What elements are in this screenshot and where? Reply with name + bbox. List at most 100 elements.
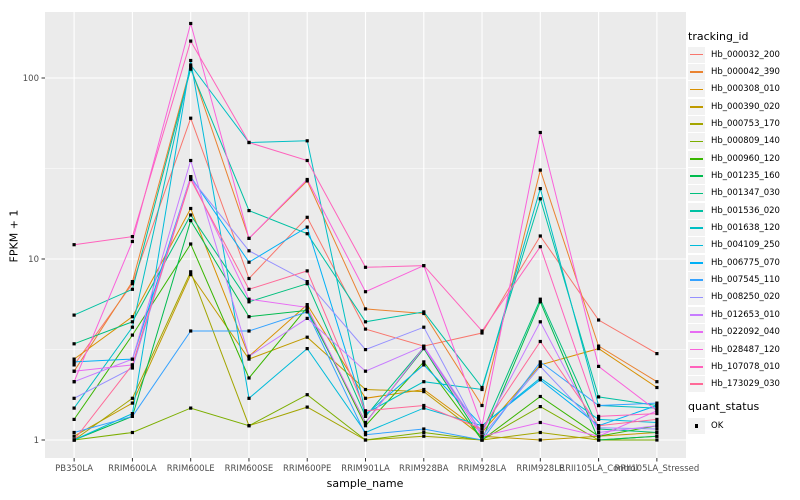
legend-key-line-icon (688, 116, 705, 133)
data-point (538, 405, 542, 409)
data-point (189, 116, 193, 120)
data-point (130, 315, 134, 319)
data-point (363, 369, 368, 373)
legend-item-label: Hb_007545_110 (711, 275, 780, 286)
legend-item-label: Hb_008250_020 (711, 292, 780, 303)
legend-item: Hb_000032_200 (688, 46, 780, 63)
data-point (480, 403, 484, 408)
data-point (247, 297, 251, 301)
data-point (538, 438, 542, 442)
data-point (655, 420, 659, 425)
legend-key-line-icon (688, 254, 705, 271)
data-point (422, 310, 426, 314)
legend-item: Hb_004109_250 (688, 237, 780, 254)
data-point (655, 403, 659, 408)
x-tick-label: RRIM928LE (516, 464, 564, 474)
y-tick-label: 100 (23, 74, 39, 84)
x-tick-label: RRIM600PE (283, 464, 331, 474)
data-point (597, 395, 601, 399)
data-point (247, 260, 251, 264)
legend-item: Hb_000753_170 (688, 115, 780, 133)
data-point (72, 438, 76, 442)
data-point (130, 325, 134, 329)
data-point (130, 287, 134, 291)
data-point (655, 352, 659, 356)
data-point (363, 290, 368, 294)
data-point (597, 426, 601, 430)
data-point (305, 232, 309, 236)
data-point (538, 364, 542, 368)
data-point (480, 424, 484, 428)
data-point (305, 305, 309, 309)
data-point (422, 380, 426, 384)
data-point (422, 264, 426, 268)
data-point (130, 239, 134, 244)
data-point (422, 360, 426, 364)
data-point (189, 206, 193, 211)
tracking-id-legend: Hb_000032_200 Hb_000042_390 Hb_000308_010 H… (688, 46, 780, 393)
data-point (363, 433, 368, 437)
legend-item-label: Hb_173029_030 (711, 379, 780, 390)
data-point (305, 303, 309, 307)
data-point (363, 348, 368, 352)
legend-key-line-icon (688, 98, 705, 115)
data-point (597, 438, 601, 442)
data-point (189, 65, 193, 69)
data-point (422, 434, 426, 438)
data-point (363, 424, 368, 428)
data-point (130, 320, 134, 324)
data-point (189, 58, 193, 63)
data-point (305, 310, 309, 314)
data-point (130, 282, 134, 286)
x-axis-title: sample_name (326, 477, 404, 490)
legend-item: Hb_008250_020 (688, 289, 780, 306)
data-point (305, 225, 309, 229)
data-point (305, 177, 309, 182)
quant-status-legend-item: OK (688, 418, 723, 434)
data-point (189, 158, 193, 163)
legend-item-label: Hb_000753_170 (711, 119, 780, 130)
data-point (538, 297, 542, 301)
data-point (130, 235, 134, 239)
data-point (130, 333, 134, 337)
legend-key-line-icon (688, 358, 705, 375)
data-point (422, 345, 426, 349)
data-point (189, 63, 193, 67)
data-point (655, 412, 659, 416)
data-point (130, 430, 134, 435)
data-point (655, 427, 659, 431)
data-point (130, 396, 134, 400)
data-point (538, 320, 542, 324)
x-tick-labels: PB350LA RRIM600LA RRIM600LE RRIM600SE RRIM60… (55, 464, 699, 474)
data-point (305, 282, 309, 286)
legend-item-label: Hb_004109_250 (711, 240, 780, 251)
data-point (422, 390, 426, 394)
x-tick-label: RRIM600LE (167, 464, 215, 474)
data-point (72, 417, 76, 421)
data-point (305, 316, 309, 320)
data-point (363, 413, 368, 417)
legend-item: Hb_173029_030 (688, 376, 780, 393)
legend-item-label: Hb_000032_200 (711, 49, 780, 60)
data-point (597, 414, 601, 418)
data-point (363, 414, 368, 418)
data-point (363, 438, 368, 442)
legend-title-tracking-id: tracking_id (688, 30, 749, 43)
legend-key-line-icon (688, 202, 705, 219)
data-point (72, 396, 76, 400)
data-point (72, 313, 76, 317)
x-tick-label: RRIM600SE (225, 464, 274, 474)
data-point (189, 175, 193, 179)
data-point (538, 245, 542, 249)
data-point (480, 385, 484, 390)
legend-item: Hb_001638_120 (688, 219, 780, 237)
legend-item: Hb_000809_140 (688, 133, 780, 150)
data-point (655, 409, 659, 413)
data-point (363, 396, 368, 400)
data-point (480, 329, 484, 333)
legend-item-label: Hb_028487_120 (711, 344, 780, 355)
legend-key-line-icon (688, 289, 705, 306)
legend-item-label: Hb_001235_160 (711, 171, 780, 182)
data-point (538, 376, 542, 380)
data-point (72, 357, 76, 361)
